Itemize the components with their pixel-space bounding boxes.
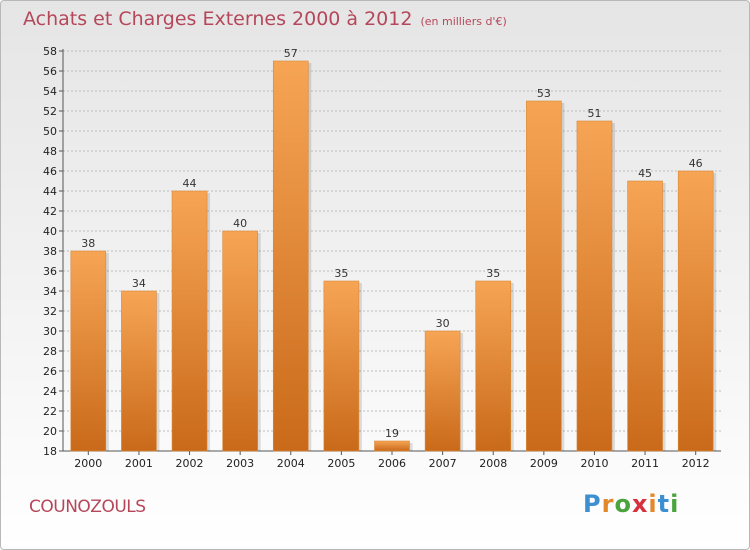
bar	[121, 290, 157, 452]
y-tick-label: 26	[43, 365, 57, 378]
data-label: 53	[537, 87, 551, 100]
data-label: 51	[587, 107, 601, 120]
y-tick-labels: 18 20 22 24 26 28 30 32 34 36 38 40 42 44 46 48 50 52 54 56…	[43, 45, 57, 458]
y-tick-label: 50	[43, 125, 57, 138]
commune-name: COUNOZOULS	[29, 497, 146, 517]
logo-letter: x	[631, 490, 649, 518]
bar	[323, 280, 360, 452]
x-tick-label: 2005	[327, 457, 355, 470]
logo-letter: o	[614, 490, 632, 518]
logo-letter: t	[657, 490, 671, 518]
data-label: 57	[284, 47, 298, 60]
y-tick-label: 40	[43, 225, 57, 238]
bar	[374, 440, 410, 452]
bar	[526, 100, 562, 452]
y-tick-label: 30	[43, 325, 57, 338]
y-tick-label: 28	[43, 345, 57, 358]
data-label: 30	[436, 317, 450, 330]
y-tick-label: 34	[43, 285, 57, 298]
x-tick-label: 2011	[631, 457, 659, 470]
y-tick-label: 42	[43, 205, 57, 218]
bar	[222, 230, 258, 452]
bar	[272, 60, 309, 452]
x-tick-label: 2004	[277, 457, 305, 470]
data-label: 38	[81, 237, 95, 250]
logo-letter: i	[648, 490, 658, 518]
grid-lines	[63, 50, 721, 432]
y-tick-label: 20	[43, 425, 57, 438]
y-tick-label: 56	[43, 65, 57, 78]
proxiti-logo: Proxiti	[583, 490, 679, 518]
y-tick-label: 48	[43, 145, 57, 158]
data-label: 35	[486, 267, 500, 280]
bar	[475, 280, 512, 452]
bar	[171, 190, 208, 452]
bar	[677, 170, 714, 452]
x-tick-labels: 2000 2001 2002 2003 2004 2005 2006 2007 2008 2009…	[74, 457, 709, 470]
x-tick-label: 2000	[74, 457, 102, 470]
y-tick-label: 18	[43, 445, 57, 458]
x-tick-label: 2003	[226, 457, 254, 470]
y-tick-label: 58	[43, 45, 57, 58]
data-labels: 38 34 44 40 57 35 19 30 35 53 51 45 46	[81, 47, 702, 440]
data-label: 34	[132, 277, 146, 290]
y-tick-label: 36	[43, 265, 57, 278]
y-tick-label: 46	[43, 165, 57, 178]
data-label: 45	[638, 167, 652, 180]
logo-letter: P	[583, 490, 602, 518]
y-tick-label: 54	[43, 85, 57, 98]
chart-title: Achats et Charges Externes 2000 à 2012	[23, 8, 413, 30]
logo-letter: i	[670, 490, 680, 518]
bars	[70, 60, 717, 452]
bar	[627, 180, 663, 452]
bar	[576, 120, 613, 452]
x-tick-label: 2002	[176, 457, 204, 470]
data-label: 35	[334, 267, 348, 280]
y-tick-label: 52	[43, 105, 57, 118]
bar	[70, 250, 107, 452]
x-tick-label: 2007	[429, 457, 457, 470]
y-tick-label: 22	[43, 405, 57, 418]
y-tick-label: 44	[43, 185, 57, 198]
x-tick-label: 2012	[682, 457, 710, 470]
chart-title-line: Achats et Charges Externes 2000 à 2012 (e…	[23, 8, 507, 30]
data-label: 44	[183, 177, 197, 190]
data-label: 40	[233, 217, 247, 230]
x-tick-label: 2008	[479, 457, 507, 470]
y-tick-label: 38	[43, 245, 57, 258]
y-tick-label: 32	[43, 305, 57, 318]
bar	[424, 330, 461, 452]
chart-unit-note: (en milliers d'€)	[420, 15, 507, 28]
y-tick-label: 24	[43, 385, 57, 398]
data-label: 19	[385, 427, 399, 440]
x-tick-label: 2009	[530, 457, 558, 470]
data-label: 46	[689, 157, 703, 170]
x-tick-label: 2001	[125, 457, 153, 470]
logo-letter: r	[601, 490, 615, 518]
x-tick-label: 2006	[378, 457, 406, 470]
x-tick-label: 2010	[580, 457, 608, 470]
